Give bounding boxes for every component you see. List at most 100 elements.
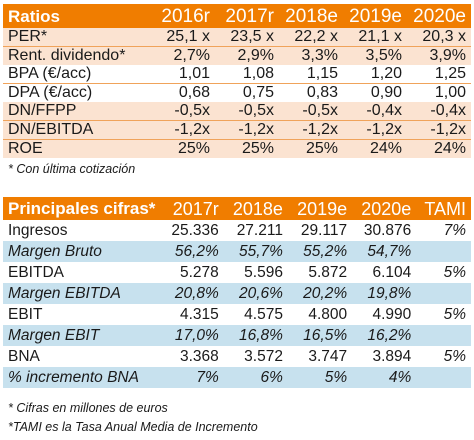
cifras-tami-value: 7%: [416, 220, 471, 241]
ratio-value: 0,75: [215, 83, 279, 102]
cifras-label: % incremento BNA: [3, 367, 161, 388]
ratio-row-dn-ebitda: DN/EBITDA -1,2x -1,2x -1,2x -1,2x -1,2x: [3, 120, 471, 140]
ratio-label: BPA (€/acc): [3, 65, 151, 84]
ratio-value: 1,25: [407, 65, 471, 84]
ratio-label: Rent. dividendo*: [3, 46, 151, 65]
ratio-row-bpa: BPA (€/acc) 1,01 1,08 1,15 1,20 1,25: [3, 65, 471, 84]
cifras-footnote-units: * Cifras en millones de euros: [8, 401, 168, 415]
ratio-value: 25%: [215, 139, 279, 158]
cifras-value: 55,2%: [287, 241, 353, 262]
cifras-value: 25.336: [160, 220, 224, 241]
ratio-value: 1,00: [407, 83, 471, 102]
ratio-value: -0,5x: [279, 102, 343, 121]
ratio-value: -1,2x: [151, 120, 215, 140]
cifras-value: 4.990: [352, 304, 417, 325]
ratios-year-header: 2019e: [343, 4, 407, 28]
cifras-value: 20,8%: [160, 283, 224, 304]
ratio-label: DN/FFPP: [3, 102, 151, 121]
cifras-value: 7%: [160, 367, 224, 388]
ratio-value: 24%: [343, 139, 407, 158]
cifras-label: EBITDA: [3, 262, 161, 283]
ratio-label: PER*: [3, 28, 151, 47]
ratio-label: DN/EBITDA: [3, 120, 151, 140]
ratio-label: DPA (€/acc): [3, 83, 151, 102]
cifras-value: 4.800: [287, 304, 353, 325]
ratios-year-header: 2017r: [215, 4, 279, 28]
ratio-value: 0,83: [279, 83, 343, 102]
cifras-value: 5.872: [287, 262, 353, 283]
ratios-year-header: 2018e: [279, 4, 343, 28]
ratio-value: 1,15: [279, 65, 343, 84]
ratios-table: Ratios 2016r 2017r 2018e 2019e 2020e PER…: [3, 4, 471, 158]
ratio-value: -0,5x: [151, 102, 215, 121]
ratio-value: 25%: [151, 139, 215, 158]
ratios-title: Ratios: [3, 4, 151, 28]
ratio-value: 25,1 x: [151, 28, 215, 47]
cifras-value: 16,2%: [352, 325, 417, 346]
cifras-tami-value: [416, 325, 471, 346]
ratio-value: 2,9%: [215, 46, 279, 65]
ratio-value: 3,5%: [343, 46, 407, 65]
cifras-tami-value: [416, 283, 471, 304]
cifras-year-header: 2019e: [287, 197, 353, 220]
cifras-value: 20,2%: [287, 283, 353, 304]
cifras-label: Margen Bruto: [3, 241, 161, 262]
ratio-row-roe: ROE 25% 25% 25% 24% 24%: [3, 139, 471, 158]
cifras-label: Ingresos: [3, 220, 161, 241]
cifras-tami-value: 5%: [416, 262, 471, 283]
ratio-value: 1,01: [151, 65, 215, 84]
cifras-value: 55,7%: [223, 241, 288, 262]
cifras-year-header: 2017r: [160, 197, 224, 220]
ratio-value: -0,4x: [343, 102, 407, 121]
cifras-row-ingresos: Ingresos 25.336 27.211 29.117 30.876 7%: [3, 220, 471, 241]
cifras-value: 56,2%: [160, 241, 224, 262]
ratio-value: 22,2 x: [279, 28, 343, 47]
cifras-label: Margen EBITDA: [3, 283, 161, 304]
cifras-table: Principales cifras* 2017r 2018e 2019e 20…: [3, 197, 471, 388]
ratio-value: 20,3 x: [407, 28, 471, 47]
cifras-label: BNA: [3, 346, 161, 367]
cifras-title: Principales cifras*: [3, 197, 161, 220]
ratios-footnote: * Con última cotización: [8, 162, 136, 176]
cifras-footnote-tami: *TAMI es la Tasa Anual Media de Incremen…: [8, 420, 258, 434]
cifras-row-margen-bruto: Margen Bruto 56,2% 55,7% 55,2% 54,7%: [3, 241, 471, 262]
cifras-value: 4.315: [160, 304, 224, 325]
cifras-value: 16,8%: [223, 325, 288, 346]
ratio-value: -1,2x: [407, 120, 471, 140]
cifras-value: 30.876: [352, 220, 417, 241]
cifras-value: 3.894: [352, 346, 417, 367]
cifras-tami-value: [416, 367, 471, 388]
ratio-value: 24%: [407, 139, 471, 158]
ratio-value: 3,9%: [407, 46, 471, 65]
cifras-row-incremento-bna: % incremento BNA 7% 6% 5% 4%: [3, 367, 471, 388]
cifras-value: 6.104: [352, 262, 417, 283]
ratio-value: -0,5x: [215, 102, 279, 121]
ratio-value: 1,08: [215, 65, 279, 84]
cifras-value: 19,8%: [352, 283, 417, 304]
cifras-row-margen-ebit: Margen EBIT 17,0% 16,8% 16,5% 16,2%: [3, 325, 471, 346]
cifras-header-row: Principales cifras* 2017r 2018e 2019e 20…: [3, 197, 471, 220]
cifras-value: 5.278: [160, 262, 224, 283]
cifras-tami-value: 5%: [416, 304, 471, 325]
ratio-row-dpa: DPA (€/acc) 0,68 0,75 0,83 0,90 1,00: [3, 83, 471, 102]
cifras-row-margen-ebitda: Margen EBITDA 20,8% 20,6% 20,2% 19,8%: [3, 283, 471, 304]
cifras-value: 3.368: [160, 346, 224, 367]
ratio-value: -1,2x: [343, 120, 407, 140]
cifras-label: Margen EBIT: [3, 325, 161, 346]
cifras-tami-value: [416, 241, 471, 262]
cifras-value: 54,7%: [352, 241, 417, 262]
ratio-value: 21,1 x: [343, 28, 407, 47]
ratio-value: 1,20: [343, 65, 407, 84]
ratio-value: 25%: [279, 139, 343, 158]
ratio-row-dn-ffpp: DN/FFPP -0,5x -0,5x -0,5x -0,4x -0,4x: [3, 102, 471, 121]
cifras-row-bna: BNA 3.368 3.572 3.747 3.894 5%: [3, 346, 471, 367]
cifras-value: 20,6%: [223, 283, 288, 304]
cifras-tami-value: 5%: [416, 346, 471, 367]
cifras-row-ebit: EBIT 4.315 4.575 4.800 4.990 5%: [3, 304, 471, 325]
ratio-value: -1,2x: [279, 120, 343, 140]
cifras-row-ebitda: EBITDA 5.278 5.596 5.872 6.104 5%: [3, 262, 471, 283]
ratio-value: 23,5 x: [215, 28, 279, 47]
ratios-year-header: 2016r: [151, 4, 215, 28]
cifras-year-header: 2020e: [352, 197, 417, 220]
ratio-value: 2,7%: [151, 46, 215, 65]
